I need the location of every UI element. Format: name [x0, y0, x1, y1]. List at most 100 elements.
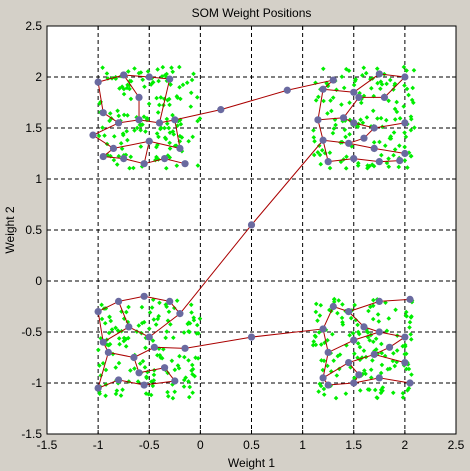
input-point: [392, 81, 398, 87]
input-point: [392, 106, 398, 112]
x-tick-label: 0: [197, 438, 204, 452]
input-point: [194, 95, 200, 100]
input-point: [384, 81, 389, 87]
input-point: [107, 314, 112, 320]
neuron-link: [251, 328, 324, 338]
neuron-markers: [89, 70, 414, 392]
input-point: [155, 67, 160, 72]
input-point: [167, 155, 173, 160]
neuron-link: [317, 89, 324, 120]
input-point: [100, 125, 105, 130]
input-point: [151, 372, 157, 378]
neuron-link: [384, 76, 406, 98]
input-point: [363, 70, 369, 76]
input-point: [107, 341, 113, 347]
neuron-marker: [329, 76, 337, 84]
input-point: [168, 322, 173, 327]
neuron-marker: [145, 73, 153, 81]
input-point: [124, 128, 129, 134]
neuron-link: [317, 117, 344, 121]
neuron-marker: [135, 93, 143, 101]
input-point: [365, 387, 371, 392]
input-point: [104, 71, 110, 76]
input-point: [351, 82, 357, 88]
input-point: [156, 346, 162, 351]
input-point: [197, 116, 203, 121]
input-point: [311, 135, 317, 140]
input-point: [330, 130, 336, 136]
input-point: [121, 86, 127, 92]
input-point: [121, 112, 127, 118]
neuron-marker: [114, 297, 123, 305]
neuron-marker: [375, 70, 383, 78]
input-point: [99, 316, 105, 322]
input-point: [125, 137, 130, 143]
input-point: [344, 154, 349, 160]
input-point: [170, 112, 175, 118]
x-tick-label: -1: [93, 438, 104, 452]
input-point: [118, 141, 124, 146]
input-point: [358, 117, 363, 123]
input-point: [146, 391, 151, 397]
input-point: [353, 77, 358, 82]
input-point: [125, 69, 131, 74]
input-point: [99, 302, 104, 308]
input-point: [402, 144, 407, 150]
neuron-marker: [114, 119, 123, 127]
input-point: [167, 146, 173, 151]
input-point: [310, 342, 316, 348]
input-point: [144, 116, 150, 121]
x-tick-label: 2.5: [448, 438, 465, 452]
input-point: [386, 156, 391, 161]
neuron-link: [323, 139, 349, 144]
neuron-marker: [350, 336, 358, 344]
input-point: [186, 320, 192, 325]
input-point: [115, 108, 120, 114]
input-point: [96, 133, 102, 139]
input-point: [118, 393, 124, 398]
neuron-marker: [283, 86, 291, 94]
y-tick-label: -1: [31, 376, 42, 390]
input-point: [180, 82, 186, 88]
input-point: [361, 348, 367, 354]
neuron-marker: [247, 333, 256, 341]
input-point: [411, 67, 417, 73]
neuron-link: [379, 298, 411, 302]
neuron-link: [287, 79, 334, 91]
neuron-marker: [120, 155, 128, 163]
input-point: [348, 315, 354, 321]
neuron-marker: [385, 343, 394, 351]
input-point: [391, 152, 396, 158]
input-point: [109, 327, 115, 332]
input-point: [103, 367, 109, 373]
neuron-link: [348, 300, 380, 313]
neuron-marker: [345, 359, 353, 367]
input-point: [325, 111, 330, 116]
input-point: [365, 329, 370, 335]
input-point: [316, 143, 322, 149]
input-point: [179, 135, 185, 140]
neuron-marker: [166, 75, 174, 83]
neuron-marker: [345, 139, 353, 147]
chart-title: SOM Weight Positions: [192, 6, 312, 20]
neuron-marker: [145, 137, 153, 145]
neuron-link: [174, 109, 221, 121]
input-point: [390, 390, 396, 396]
input-point: [121, 335, 127, 341]
input-point: [108, 318, 114, 324]
input-point: [155, 316, 161, 322]
neuron-marker: [94, 308, 102, 316]
input-point: [407, 319, 413, 325]
input-point: [355, 341, 361, 346]
neuron-link: [322, 352, 329, 378]
input-point: [392, 147, 398, 152]
input-point: [115, 328, 121, 333]
input-point: [164, 116, 170, 122]
neuron-marker: [401, 119, 409, 127]
neuron-link: [154, 346, 186, 349]
input-point: [380, 388, 385, 394]
x-axis-label: Weight 1: [228, 456, 275, 470]
neuron-link: [97, 300, 119, 313]
neuron-link: [123, 74, 150, 78]
input-point: [158, 355, 164, 360]
